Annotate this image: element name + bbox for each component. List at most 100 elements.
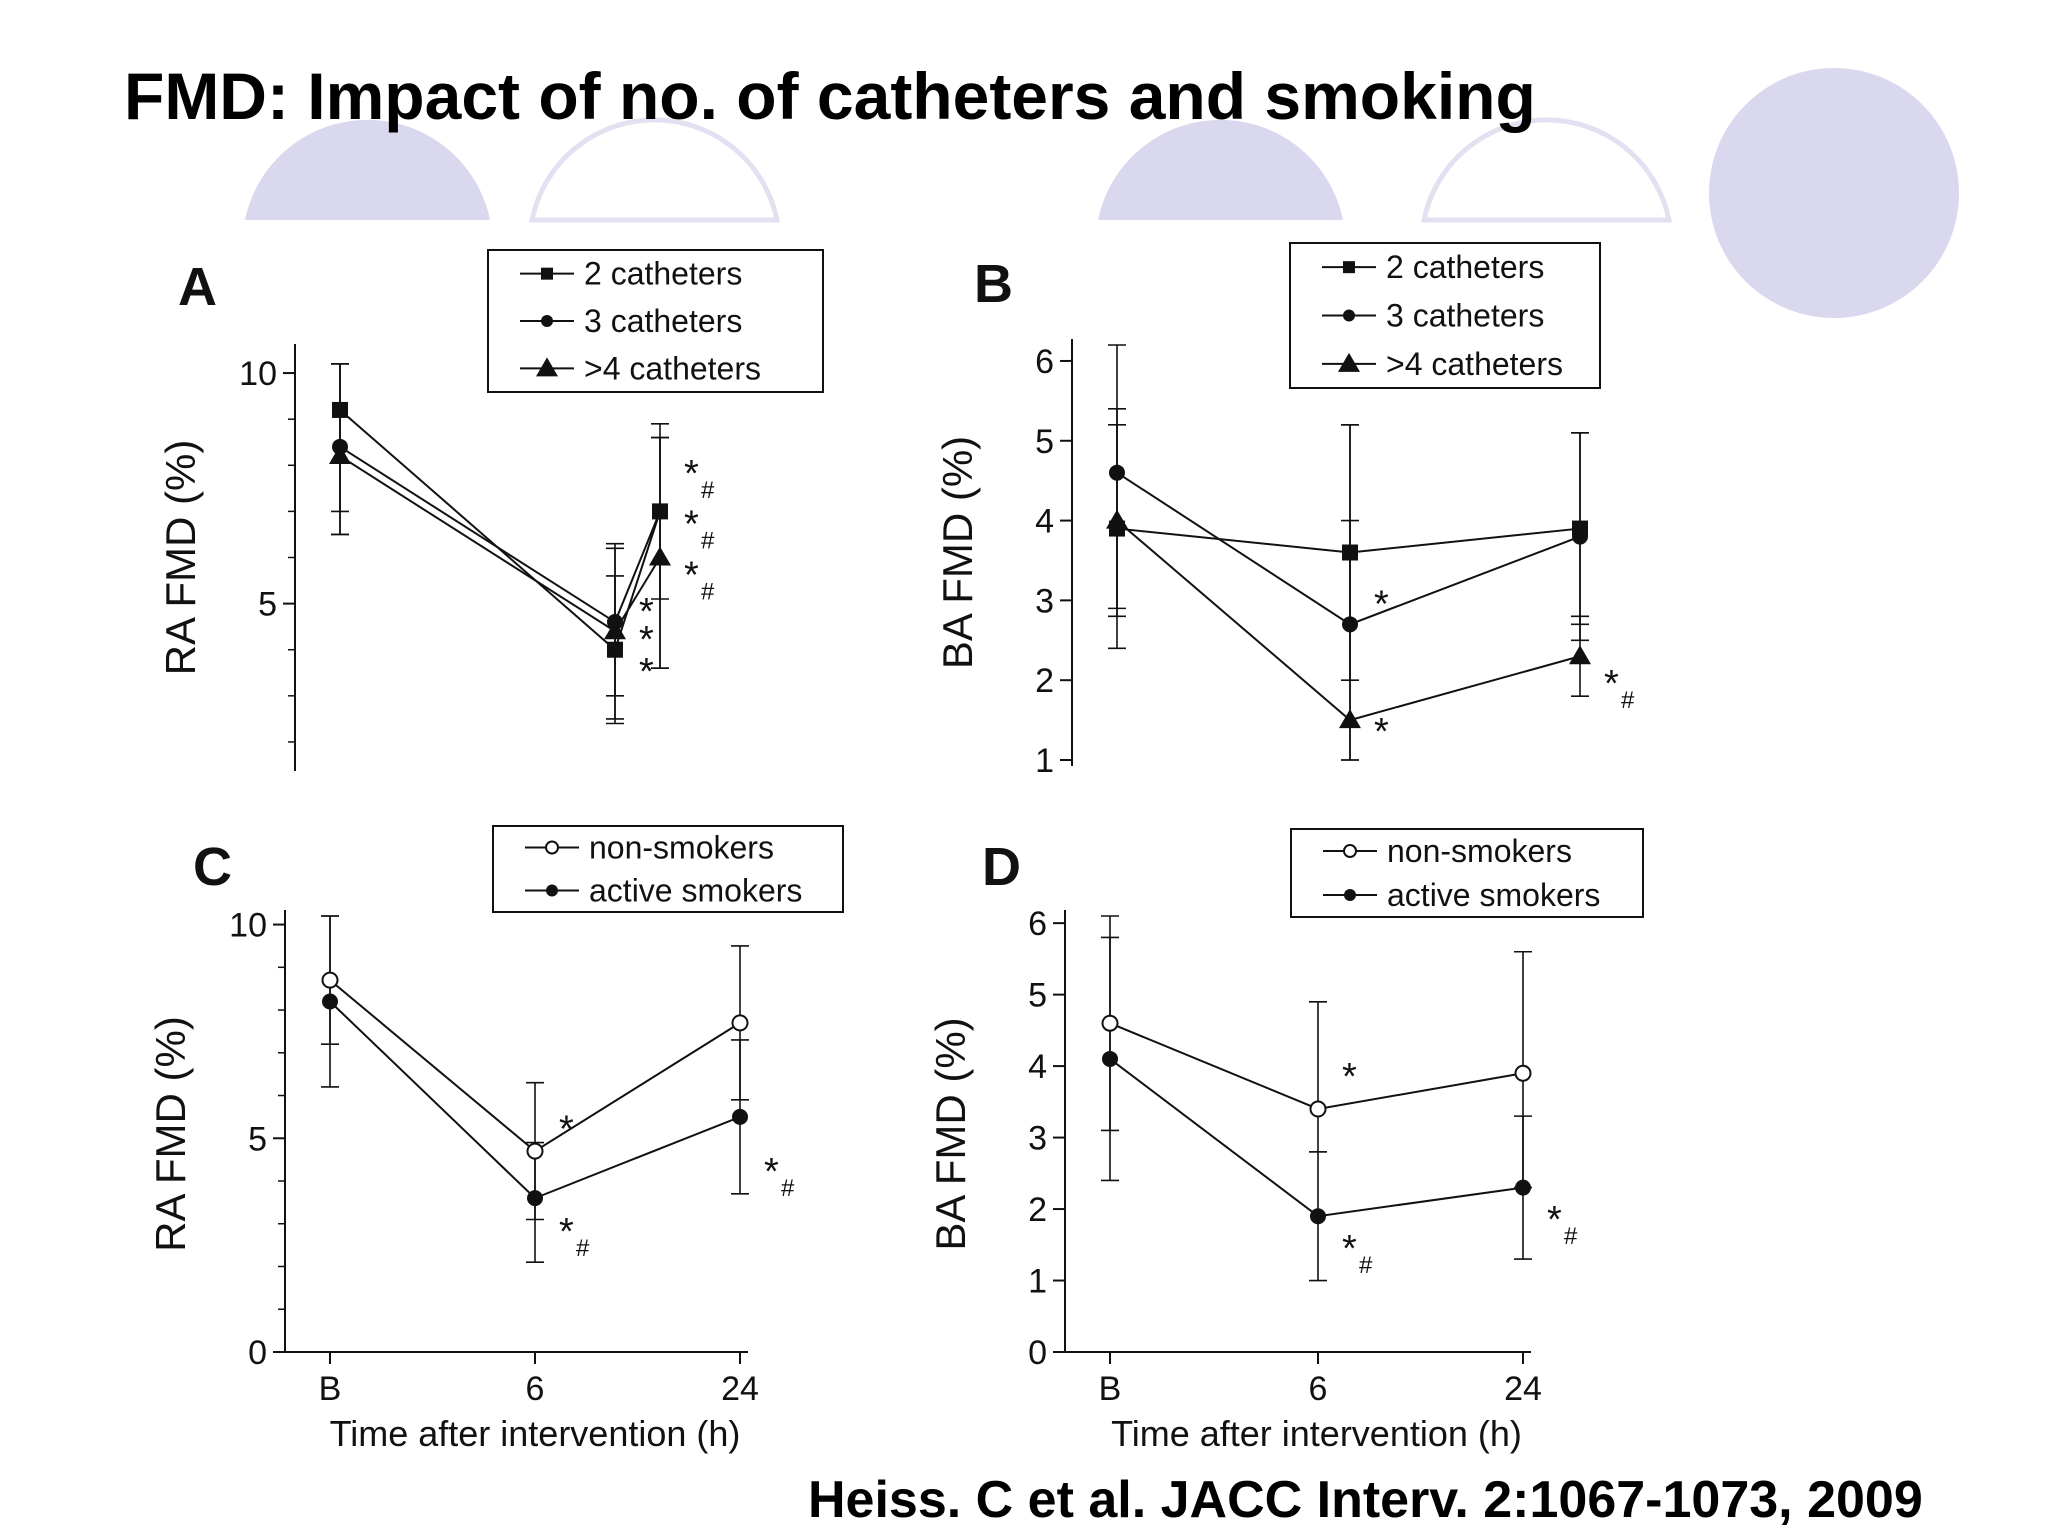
series-triangle — [1106, 509, 1591, 729]
data-point — [1102, 1050, 1118, 1067]
significance-mark: * — [1342, 1056, 1357, 1098]
series-line — [1109, 1022, 1524, 1111]
legend: 2 catheters 3 catheters >4 catheters — [487, 249, 824, 393]
legend-entry: non-smokers — [1387, 833, 1572, 869]
significance-mark: * — [1374, 583, 1389, 625]
x-tick-label: 6 — [526, 1370, 545, 1408]
decor-circle-3 — [1098, 119, 1343, 220]
decor-circle-4 — [1420, 117, 1673, 223]
data-point — [1101, 1014, 1119, 1032]
y-tick-label: 4 — [1028, 1048, 1047, 1086]
legend: 2 catheters 3 catheters >4 catheters — [1289, 242, 1601, 389]
legend-entry: >4 catheters — [1386, 346, 1563, 382]
significance-mark: * — [684, 554, 699, 596]
data-point — [731, 1014, 749, 1032]
y-axis-label: BA FMD (%) — [927, 1017, 974, 1250]
data-point — [649, 546, 671, 566]
y-axis-label: RA FMD (%) — [157, 440, 204, 676]
data-point — [322, 993, 338, 1010]
significance-mark: * — [684, 453, 699, 495]
data-point — [527, 1190, 543, 1207]
significance-mark-sub: # — [701, 578, 715, 605]
legend-entry: 3 catheters — [1386, 298, 1544, 334]
panel-label: C — [193, 837, 232, 897]
data-point — [1339, 709, 1361, 729]
decor-circles — [245, 68, 1959, 318]
data-point — [1109, 464, 1125, 481]
significance-mark: * — [1604, 663, 1619, 705]
x-tick-label: B — [1099, 1370, 1122, 1408]
data-point — [604, 620, 626, 640]
y-tick-label: 5 — [1028, 977, 1047, 1015]
y-tick-label: 2 — [1035, 662, 1054, 700]
y-tick-label: 6 — [1028, 905, 1047, 943]
data-point — [329, 445, 351, 465]
legend-marker — [1343, 844, 1357, 858]
error-bars-circle-open — [1101, 915, 1532, 1189]
series-circle — [1109, 464, 1588, 633]
x-tick-label: 24 — [721, 1370, 759, 1408]
legend-marker — [541, 315, 553, 327]
significance-mark-sub: # — [701, 477, 715, 504]
legend-marker — [1344, 889, 1356, 901]
legend-marker — [1343, 261, 1355, 274]
series-circle — [332, 438, 668, 631]
data-point — [332, 401, 348, 418]
citation: Heiss. C et al. JACC Interv. 2:1067-1073… — [808, 1471, 1923, 1529]
y-tick-label: 3 — [1028, 1120, 1047, 1158]
data-point — [732, 1108, 748, 1125]
data-point — [1342, 616, 1358, 633]
panel-label: B — [974, 254, 1013, 314]
slide-title: FMD: Impact of no. of catheters and smok… — [124, 59, 1536, 133]
significance-mark: * — [1342, 1228, 1357, 1270]
legend: non-smokers active smokers — [492, 825, 844, 913]
y-axis-label: BA FMD (%) — [934, 436, 981, 669]
series-triangle — [329, 445, 671, 640]
legend-entry: 2 catheters — [584, 256, 742, 292]
y-axis-label: RA FMD (%) — [147, 1016, 194, 1252]
y-tick-label: 0 — [248, 1334, 267, 1372]
legend-entry: 3 catheters — [584, 303, 742, 339]
data-point — [526, 1142, 544, 1160]
y-tick-label: 1 — [1035, 742, 1054, 780]
significance-mark-sub: # — [781, 1175, 795, 1202]
data-point — [321, 971, 339, 989]
legend-box — [1290, 828, 1644, 918]
legend-marker — [1343, 309, 1355, 322]
y-tick-label: 5 — [258, 586, 277, 624]
data-point — [1106, 509, 1128, 529]
series-circle — [1102, 1050, 1531, 1225]
legend-box — [492, 825, 844, 913]
significance-mark: * — [1374, 711, 1389, 753]
significance-mark-sub: # — [1564, 1223, 1578, 1250]
y-tick-label: 2 — [1028, 1191, 1047, 1229]
x-tick-label: B — [319, 1370, 342, 1408]
y-tick-label: 10 — [229, 907, 267, 945]
data-point — [1572, 528, 1588, 545]
significance-mark-sub: # — [1621, 687, 1635, 714]
legend-entry: 2 catheters — [1386, 249, 1544, 285]
significance-mark: * — [1547, 1199, 1562, 1241]
x-axis-label: Time after intervention (h) — [1111, 1413, 1522, 1454]
significance-mark: * — [684, 504, 699, 546]
data-point — [1569, 645, 1591, 665]
legend-entry: >4 catheters — [584, 350, 761, 386]
legend-entry: non-smokers — [589, 830, 774, 866]
significance-mark-sub: # — [576, 1235, 590, 1262]
data-point — [1342, 544, 1358, 561]
series-line — [1109, 1058, 1524, 1218]
y-tick-label: 4 — [1035, 503, 1054, 541]
y-tick-label: 6 — [1035, 343, 1054, 381]
significance-mark: * — [639, 619, 654, 661]
data-point — [1309, 1100, 1327, 1118]
legend-marker — [536, 357, 558, 377]
series-circle — [322, 993, 748, 1207]
legend-entry: active smokers — [1387, 877, 1600, 913]
chart-panel-d: D 0 1 2 3 4 5 6 BA FMD (%) B 6 24 Time after interve… — [927, 828, 1644, 1454]
legend-marker — [541, 267, 553, 280]
significance-mark: * — [559, 1211, 574, 1253]
data-point — [652, 503, 668, 520]
significance-mark: * — [639, 591, 654, 633]
